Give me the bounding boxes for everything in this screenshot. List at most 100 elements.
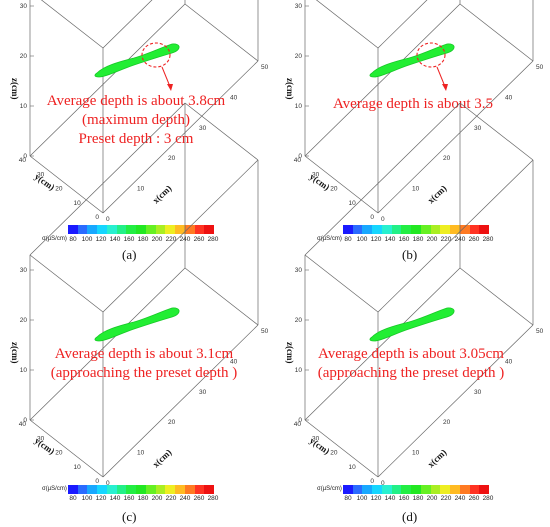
colorbar-swatch: [97, 225, 107, 234]
colorbar-swatch: [68, 485, 78, 494]
x-tick-label: 30: [474, 125, 482, 132]
y-tick-label: 0: [95, 478, 99, 485]
z-tick-label: 20: [20, 53, 28, 60]
colorbar-tick-label: 200: [151, 236, 163, 243]
x-axis-label: x(cm): [151, 183, 174, 205]
z-tick-label: 0: [23, 417, 27, 424]
box-edge: [377, 60, 534, 214]
z-tick-label: 10: [20, 103, 28, 110]
colorbar-swatch: [391, 485, 402, 494]
colorbar-tick-label: 200: [426, 495, 438, 502]
colorbar-tick-label: 200: [151, 495, 163, 502]
colorbar-tick-label: 240: [454, 495, 466, 502]
plot-3d: 010203001020304001020304050z(cm)y(cm)x(c…: [10, 0, 269, 223]
colorbar-swatch: [401, 225, 412, 234]
colorbar-tick-label: 100: [81, 495, 93, 502]
colorbar-tick-label: 80: [344, 236, 352, 243]
colorbar-swatch: [469, 225, 480, 234]
y-tick-label: 20: [55, 450, 63, 457]
annotation-text: Average depth is about 3.8cm (maximum de…: [36, 92, 236, 149]
colorbar-swatch: [126, 225, 137, 234]
colorbar-ticks: 80 100 120 140 160 180 200 220 240 260 280: [341, 236, 495, 243]
x-tick-label: 40: [505, 94, 513, 101]
z-tick-label: 10: [295, 367, 303, 374]
y-tick-label: 0: [370, 214, 374, 221]
y-tick-label: 40: [19, 157, 27, 164]
y-tick-label: 10: [349, 200, 357, 207]
y-tick-label: 30: [37, 435, 45, 442]
z-tick-label: 20: [20, 317, 28, 324]
y-tick-label: 20: [330, 186, 338, 193]
plot-3d: 010203001020304001020304050z(cm)y(cm)x(c…: [285, 0, 544, 223]
colorbar-tick-label: 220: [440, 495, 452, 502]
colorbar-swatch: [145, 485, 156, 494]
y-tick-label: 40: [294, 421, 302, 428]
box-edge: [102, 0, 153, 49]
annotation-line: Average depth is about 3.1cm: [54, 346, 234, 362]
highlight-circle: [141, 42, 171, 68]
colorbar-swatch: [106, 485, 117, 494]
box-edge: [40, 0, 104, 49]
colorbar-swatch: [401, 485, 412, 494]
x-tick-label: 20: [168, 155, 176, 162]
colorbar-swatch: [381, 485, 392, 494]
colorbar-swatch: [116, 485, 127, 494]
box-edge: [29, 254, 104, 313]
x-axis-label: x(cm): [151, 447, 174, 469]
z-tick-label: 20: [295, 317, 303, 324]
colorbar: [343, 485, 490, 494]
colorbar: [343, 225, 490, 234]
y-tick-label: 30: [312, 171, 320, 178]
colorbar-swatch: [87, 225, 98, 234]
panel-b: 0 10 20 30 0 10 20 30 40 0 10 20 30 40 50 z(cm) y(cm) x(c…: [275, 0, 550, 263]
colorbar-swatch: [136, 485, 146, 494]
colorbar-tick-label: 100: [356, 236, 368, 243]
colorbar-swatch: [352, 225, 363, 234]
colorbar-swatch: [362, 485, 373, 494]
colorbar-swatch: [343, 485, 353, 494]
colorbar-swatch: [194, 485, 205, 494]
colorbar-tick-label: 220: [440, 236, 452, 243]
x-tick-label: 10: [412, 186, 420, 193]
colorbar-tick-label: 200: [426, 236, 438, 243]
colorbar-tick-label: 140: [109, 495, 121, 502]
box-edge: [304, 267, 461, 421]
x-tick-label: 20: [443, 155, 451, 162]
annotation-line: Preset depth : 3 cm: [78, 131, 194, 147]
box-edge: [304, 254, 379, 313]
anomaly-body: [94, 307, 180, 342]
x-tick-label: 10: [137, 450, 145, 457]
colorbar-tick-label: 140: [384, 495, 396, 502]
arrow-head: [167, 84, 173, 91]
box-edge: [459, 102, 534, 161]
anomaly-body: [94, 43, 180, 78]
z-axis-label: z(cm): [285, 78, 295, 99]
colorbar-unit: σ(µS/cm): [317, 486, 342, 492]
colorbar-tick-label: 180: [137, 236, 149, 243]
colorbar-swatch: [204, 225, 215, 234]
colorbar-swatch: [450, 485, 460, 494]
colorbar-swatch: [411, 225, 421, 234]
box-edge: [459, 267, 534, 326]
box-edge: [377, 159, 534, 313]
box-edge: [304, 155, 379, 214]
box-edge: [377, 0, 428, 49]
colorbar-tick-label: 260: [468, 495, 480, 502]
colorbar-unit: σ(µS/cm): [42, 486, 67, 492]
colorbar-swatch: [479, 225, 490, 234]
x-tick-label: 0: [381, 480, 385, 487]
x-tick-label: 20: [443, 419, 451, 426]
annotation-line: (approaching the preset depth ): [317, 365, 505, 381]
x-tick-label: 50: [536, 64, 544, 71]
x-tick-label: 30: [474, 389, 482, 396]
box-edge: [315, 0, 379, 49]
z-tick-label: 10: [295, 103, 303, 110]
y-tick-label: 10: [74, 464, 82, 471]
colorbar-swatch: [175, 485, 185, 494]
y-tick-label: 10: [349, 464, 357, 471]
colorbar-swatch: [77, 225, 88, 234]
box-edge: [29, 3, 186, 157]
z-tick-label: 0: [298, 153, 302, 160]
colorbar-tick-label: 80: [69, 236, 77, 243]
x-tick-label: 0: [381, 216, 385, 223]
